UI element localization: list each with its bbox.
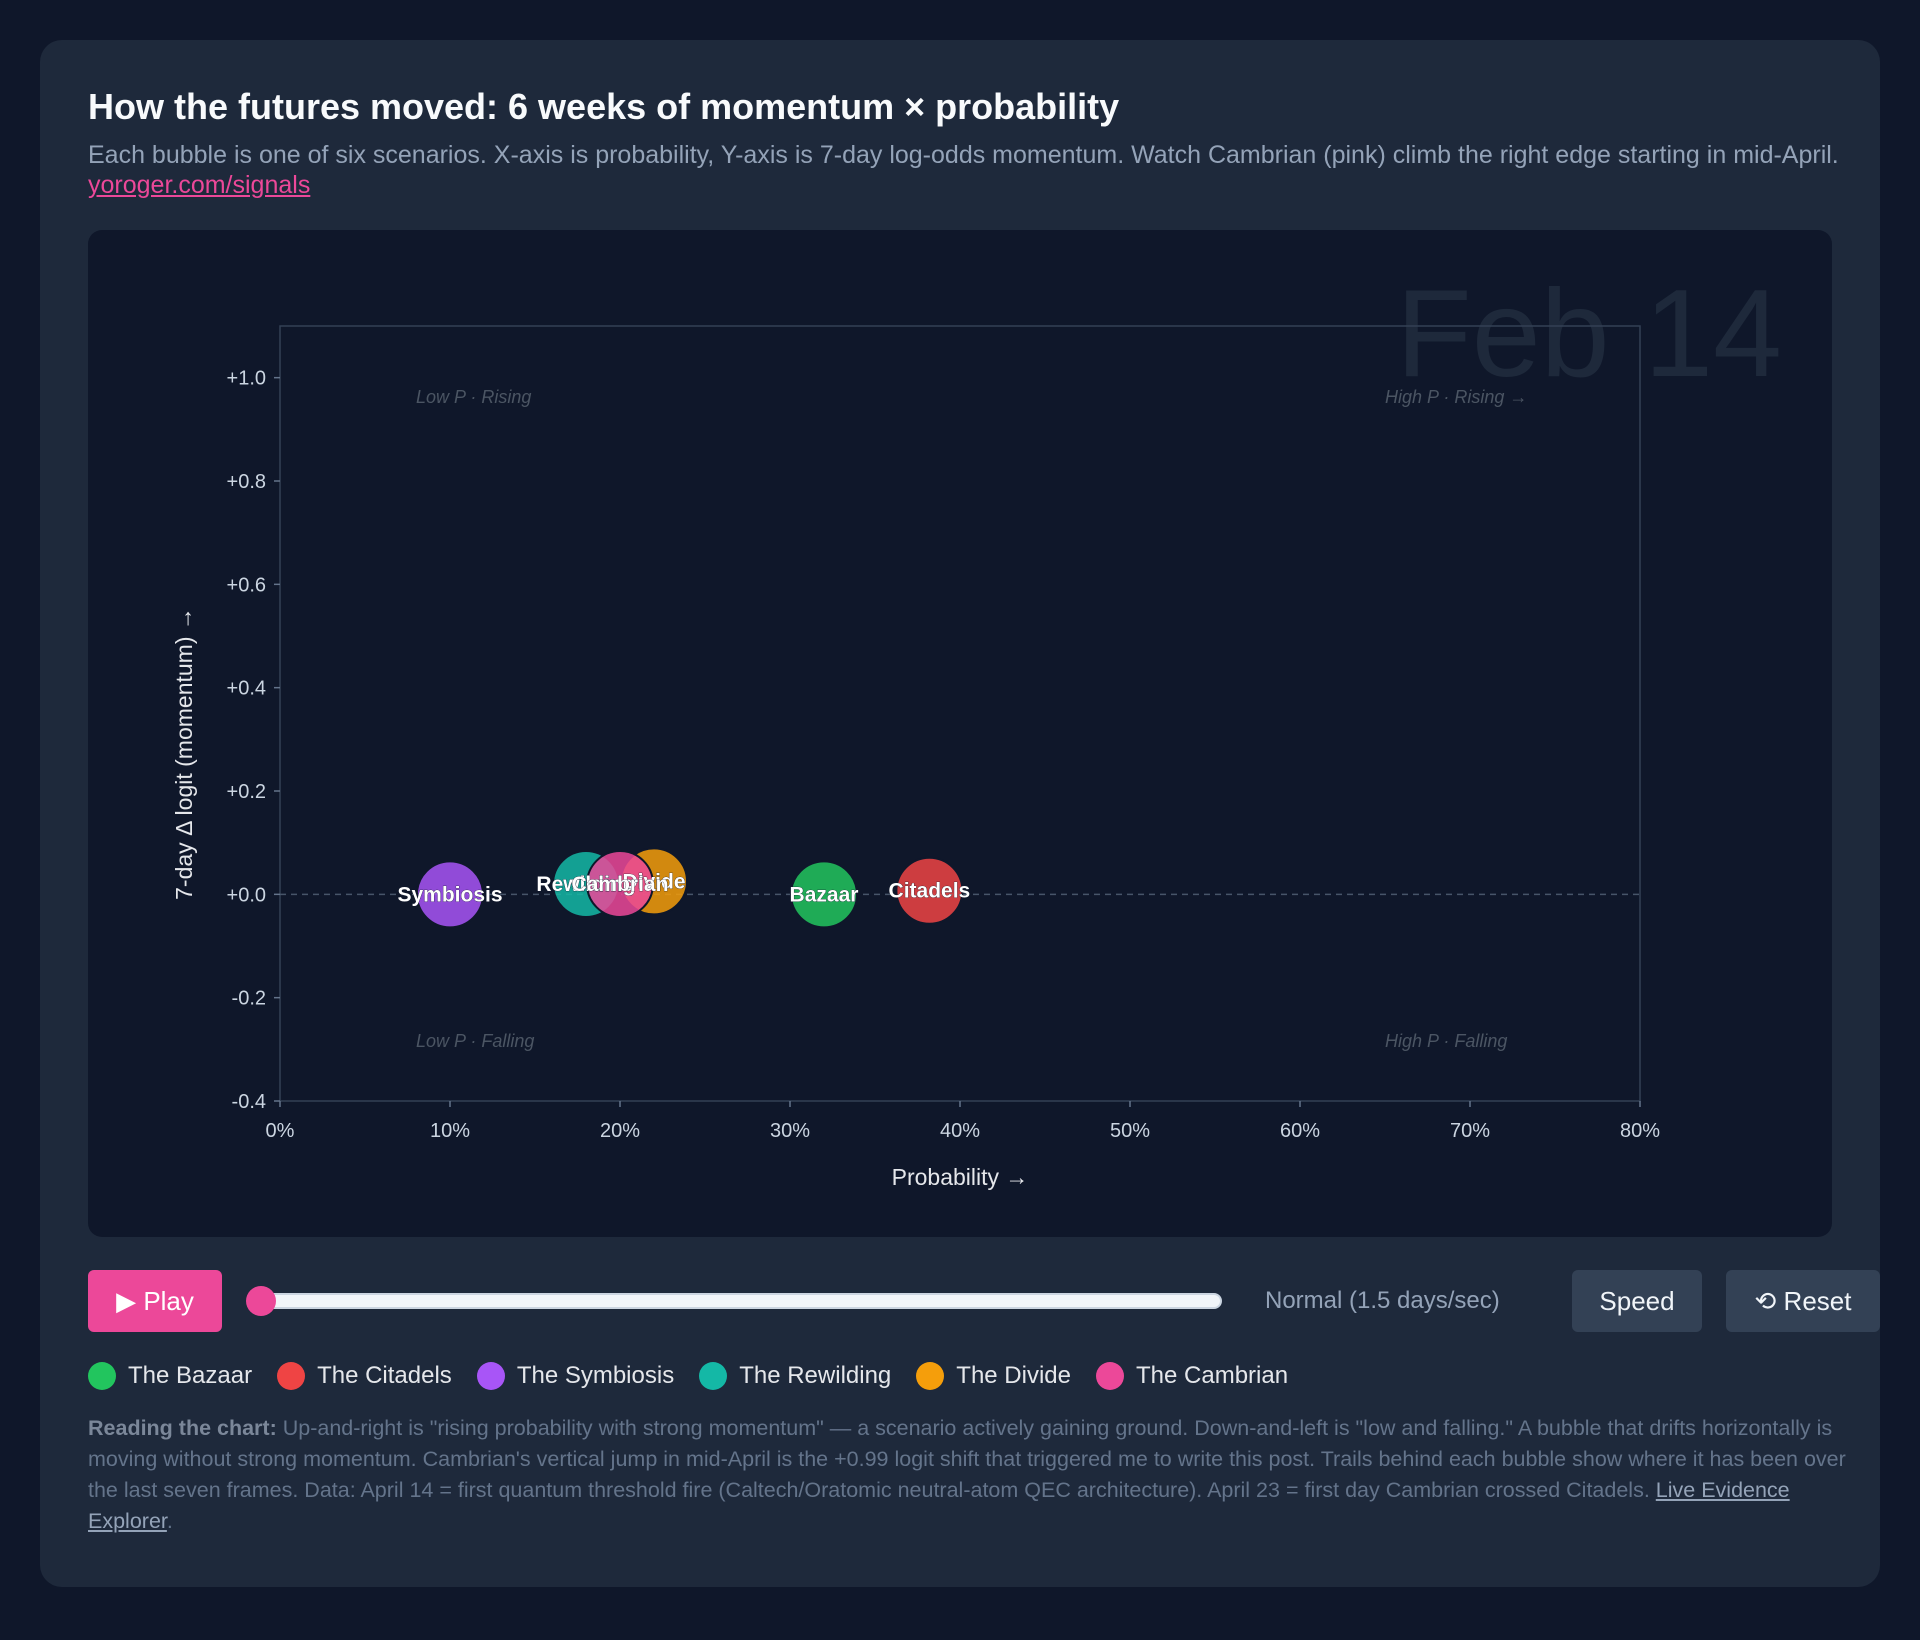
x-tick-label: 0% [266, 1120, 295, 1142]
legend-item-divide: The Divide [916, 1362, 1071, 1390]
y-tick-label: +0.2 [227, 781, 266, 803]
x-axis-label: Probability → [892, 1164, 1029, 1190]
y-tick-label: +0.6 [227, 574, 266, 596]
bubble-label-rewilding: Rewilding [536, 873, 635, 896]
legend-swatch [277, 1362, 306, 1390]
timeline-slider-thumb[interactable] [246, 1286, 276, 1316]
legend-item-symbiosis: The Symbiosis [476, 1362, 675, 1390]
y-tick-label: +0.4 [227, 678, 266, 700]
legend-swatch [699, 1362, 728, 1390]
plot-frame [279, 325, 1641, 1102]
legend-label: The Cambrian [1136, 1362, 1289, 1389]
x-tick-label: 50% [1110, 1120, 1150, 1142]
reading-notes: Reading the chart: Up-and-right is "risi… [88, 1413, 1878, 1537]
notes-tail: . [166, 1509, 173, 1533]
bubble-symbiosis [416, 860, 484, 929]
x-tick-label: 20% [600, 1120, 640, 1142]
legend-swatch [916, 1362, 945, 1390]
quadrant-label-low-falling: Low P · Falling [416, 1031, 534, 1051]
frame-date-label: Feb 14 [1396, 265, 1782, 403]
page-subtitle: Each bubble is one of six scenarios. X-a… [88, 140, 1848, 200]
y-tick-label: +0.0 [227, 884, 266, 906]
legend-label: The Divide [956, 1362, 1071, 1389]
legend-label: The Rewilding [739, 1362, 892, 1389]
reset-button[interactable]: ⟲ Reset [1726, 1270, 1880, 1332]
plot-area: Feb 14 +1.0 +0.8 +0.6 +0.4 +0.2 +0.0 -0.2 -0.4 0%… [88, 230, 1832, 1237]
legend-swatch [1096, 1362, 1124, 1390]
subtitle-text: Each bubble is one of six scenarios. X-a… [88, 141, 1839, 169]
legend-swatch [476, 1362, 505, 1390]
notes-body: Up-and-right is "rising probability with… [88, 1416, 1846, 1502]
legend-label: The Bazaar [128, 1362, 253, 1389]
y-tick-label: -0.2 [232, 988, 266, 1010]
x-tick-label: 70% [1450, 1120, 1490, 1142]
legend-label: The Symbiosis [516, 1362, 675, 1389]
quadrant-label-low-rising: Low P · Rising [416, 387, 531, 407]
bubble-label-citadels: Citadels [889, 880, 971, 903]
speed-button[interactable]: Speed [1572, 1270, 1702, 1332]
y-tick-label: +1.0 [227, 368, 266, 390]
legend: The Bazaar The Citadels The Symbiosis Th… [88, 1356, 1313, 1396]
legend-item-citadels: The Citadels [277, 1362, 452, 1390]
legend-item-cambrian: The Cambrian [1096, 1362, 1288, 1390]
legend-item-bazaar: The Bazaar [88, 1362, 252, 1390]
bubble-label-symbiosis: Symbiosis [397, 883, 502, 906]
x-tick-label: 80% [1620, 1120, 1660, 1142]
x-tick-label: 40% [940, 1120, 980, 1142]
timeline-slider[interactable] [246, 1286, 1222, 1316]
y-tick-label: -0.4 [232, 1091, 266, 1113]
y-tick-label: +0.8 [227, 471, 266, 493]
legend-item-rewilding: The Rewilding [699, 1362, 891, 1390]
legend-label: The Citadels [317, 1362, 452, 1389]
bubble-chart: Feb 14 +1.0 +0.8 +0.6 +0.4 +0.2 +0.0 -0.2 -0.40%… [171, 265, 1782, 1190]
quadrant-label-high-rising: High P · Rising → [1385, 387, 1527, 407]
bubble-citadels [895, 856, 964, 925]
y-axis-label: 7-day Δ logit (momentum) → [171, 607, 197, 900]
bubble-label-divide: Divide [622, 870, 685, 893]
bubble-label-cambrian: Cambrian [572, 873, 669, 896]
x-tick-label: 10% [430, 1120, 470, 1142]
bubble-label-bazaar: Bazaar [790, 883, 859, 906]
bubble-bazaar [790, 860, 858, 929]
x-tick-label: 60% [1280, 1120, 1320, 1142]
bubble-cambrian [586, 850, 654, 918]
signals-link[interactable]: yoroger.com/signals [88, 171, 311, 199]
page-title: How the futures moved: 6 weeks of moment… [88, 86, 1120, 127]
legend-swatch [88, 1362, 116, 1390]
quadrant-label-high-falling: High P · Falling [1385, 1031, 1507, 1051]
speed-readout: Normal (1.5 days/sec) [1265, 1287, 1500, 1314]
notes-lead: Reading the chart: [88, 1416, 277, 1440]
live-evidence-explorer-link[interactable]: Live Evidence Explorer [88, 1478, 1790, 1533]
chart-card: How the futures moved: 6 weeks of moment… [40, 40, 1880, 1587]
playback-controls: ▶ Play Normal (1.5 days/sec) Speed ⟲ Res… [88, 1270, 1880, 1332]
x-tick-label: 30% [770, 1120, 810, 1142]
play-button[interactable]: ▶ Play [88, 1270, 222, 1332]
